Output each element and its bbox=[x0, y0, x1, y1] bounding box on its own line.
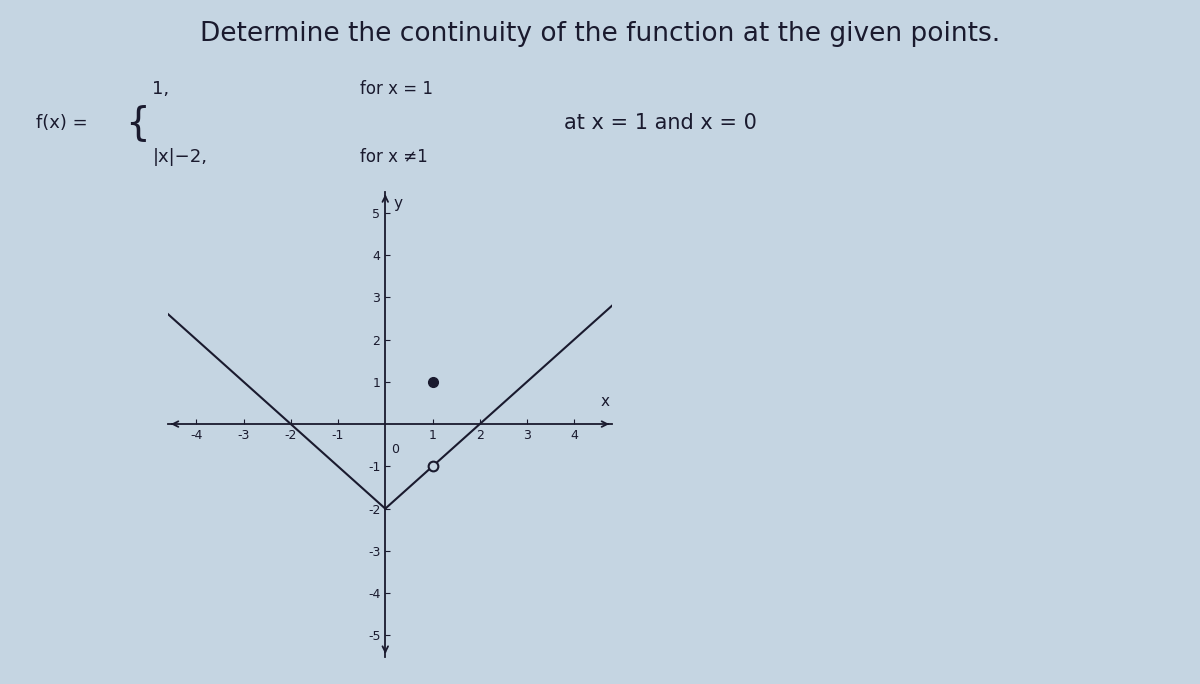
Text: x: x bbox=[601, 394, 610, 409]
Text: |x|−2,: |x|−2, bbox=[152, 148, 208, 166]
Text: y: y bbox=[394, 196, 403, 211]
Text: for x = 1: for x = 1 bbox=[360, 80, 433, 98]
Text: {: { bbox=[126, 104, 150, 142]
Text: f(x) =: f(x) = bbox=[36, 114, 88, 132]
Text: for x ≠1: for x ≠1 bbox=[360, 148, 427, 166]
Text: Determine the continuity of the function at the given points.: Determine the continuity of the function… bbox=[200, 21, 1000, 47]
Text: at x = 1 and x = 0: at x = 1 and x = 0 bbox=[564, 113, 757, 133]
Text: 0: 0 bbox=[391, 443, 398, 456]
Text: 1,: 1, bbox=[152, 80, 169, 98]
